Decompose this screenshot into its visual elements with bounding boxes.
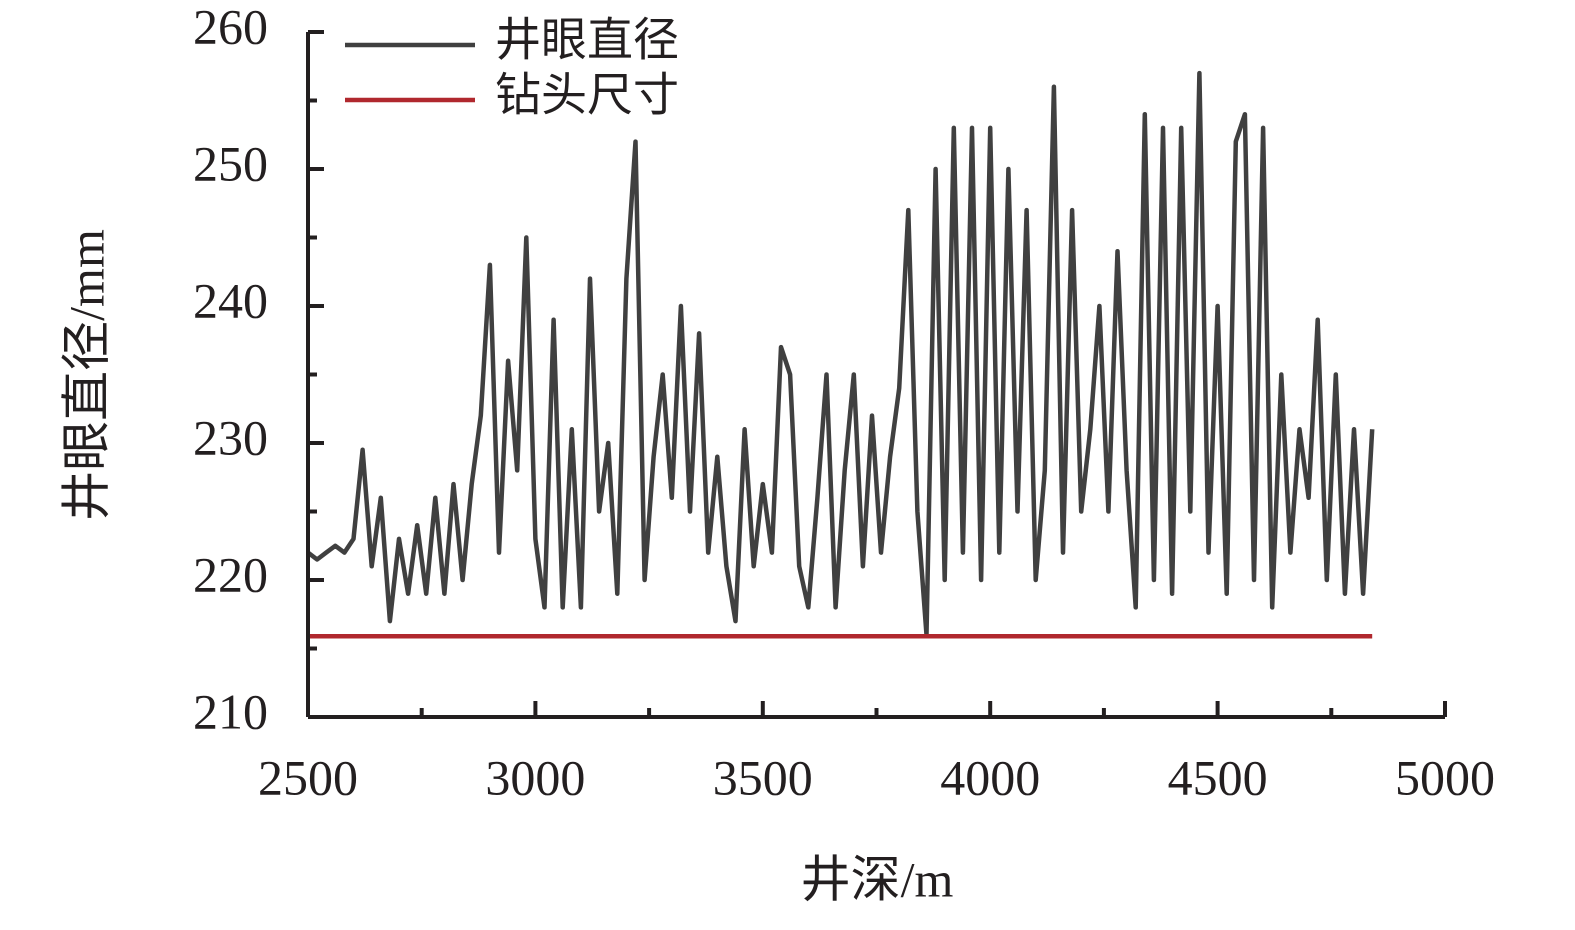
- y-tick-label: 260: [193, 0, 268, 54]
- y-tick-label: 230: [193, 409, 268, 465]
- y-tick-label: 250: [193, 135, 268, 191]
- y-axis-title: 井眼直径/mm: [58, 229, 114, 521]
- y-tick-label: 240: [193, 272, 268, 328]
- legend-label: 井眼直径: [495, 15, 679, 66]
- data-line: [306, 70, 1375, 638]
- x-tick-label: 3000: [485, 749, 585, 805]
- x-tick-label: 2500: [258, 749, 358, 805]
- x-axis-title: 井深/m: [801, 851, 954, 907]
- x-tick-label: 5000: [1395, 749, 1495, 805]
- x-tick-label: 4500: [1168, 749, 1268, 805]
- y-tick-label: 220: [193, 546, 268, 602]
- y-tick-label: 210: [193, 683, 268, 739]
- legend-label: 钻头尺寸: [495, 70, 679, 121]
- x-tick-label: 4000: [940, 749, 1040, 805]
- x-tick-label: 3500: [713, 749, 813, 805]
